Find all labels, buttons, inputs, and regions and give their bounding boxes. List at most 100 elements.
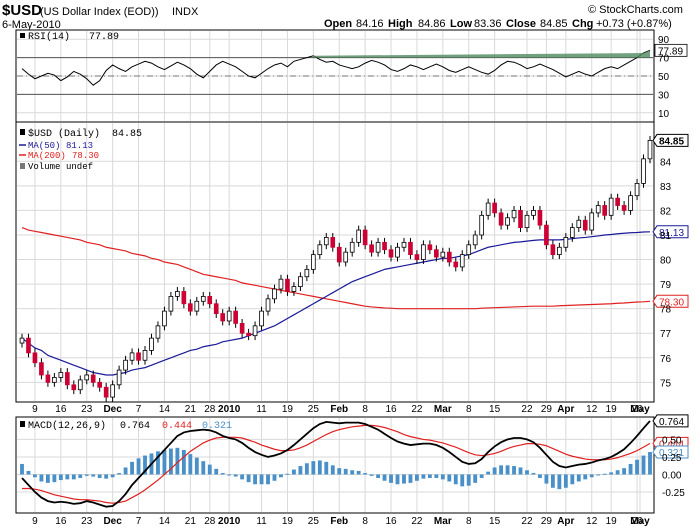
candle-body	[116, 369, 122, 386]
candle-body	[278, 278, 284, 290]
macd-histogram-bar	[434, 474, 439, 478]
candle-body	[323, 237, 329, 246]
candle-body	[531, 210, 536, 216]
candle-body	[466, 244, 472, 256]
macd-histogram-bar	[39, 474, 44, 482]
ohlc-chg-value: +0.73 (+0.87%)	[596, 18, 672, 30]
macd-histogram-bar	[402, 474, 406, 484]
macd-histogram-bar	[45, 474, 50, 483]
candle-body	[453, 261, 459, 268]
candle-body	[485, 202, 491, 216]
x-axis-label-bottom: 19	[606, 516, 618, 527]
macd-histogram-bar	[162, 449, 167, 475]
candle-body	[362, 229, 368, 246]
x-axis-label-top: 26	[631, 404, 643, 415]
ma200-last-box	[652, 294, 689, 308]
candle-body	[498, 212, 504, 226]
signal-last-label: 0.444	[659, 439, 684, 450]
macd-histogram-bar	[363, 473, 368, 475]
macd-histogram-bar	[343, 468, 348, 475]
macd-line	[21, 420, 651, 508]
x-axis-label-top: 29	[541, 404, 553, 415]
macd-histogram-bar	[550, 474, 555, 488]
candle-body	[19, 337, 25, 344]
x-axis-label-bottom: 12	[586, 516, 598, 527]
macd-signal-legend-value: 0.444	[162, 421, 192, 432]
price-y-tick: 83	[660, 182, 672, 193]
last-close-label: 84.85	[659, 136, 684, 147]
macd-histogram-bar	[279, 474, 283, 478]
macd-histogram-bar	[104, 474, 109, 479]
macd-histogram-bar	[52, 474, 57, 483]
candle-body	[375, 241, 381, 253]
macd-legend-label: MACD(12,26,9)	[28, 420, 106, 432]
candle-body	[634, 183, 640, 197]
macd-histogram-bar	[544, 474, 549, 484]
macd-histogram-bar	[143, 455, 147, 475]
x-axis-label-top: 19	[282, 404, 294, 415]
macd-histogram-bar	[486, 471, 491, 475]
x-axis-label-bottom: 15	[489, 516, 501, 527]
candle-body	[349, 241, 355, 253]
hist-last-box	[652, 445, 689, 459]
x-axis-label-bottom: 2010	[218, 516, 241, 527]
candle-body	[434, 249, 439, 258]
candle-body	[511, 210, 517, 219]
x-axis-label-top: 15	[489, 404, 501, 415]
x-axis-label-bottom: 7	[136, 516, 142, 527]
price-y-tick: 76	[660, 354, 672, 365]
candle-body	[103, 386, 109, 398]
x-axis-label-bottom: 19	[282, 516, 294, 527]
macd-histogram-bar	[220, 473, 225, 475]
candle-body	[194, 300, 200, 312]
macd-y-tick: 0.50	[662, 435, 682, 446]
copyright: © StockCharts.com	[588, 4, 683, 16]
macd-histogram-bar	[531, 473, 536, 475]
x-axis-label-top: Mar	[434, 404, 452, 415]
macd-histogram-bar	[156, 451, 160, 475]
candle-body	[647, 140, 653, 160]
candle-body	[64, 372, 70, 386]
macd-histogram-bar	[350, 470, 355, 475]
macd-histogram-bar	[26, 470, 31, 475]
candle-body	[207, 295, 213, 305]
macd-legend-swatch	[20, 421, 25, 427]
macd-histogram-bar	[175, 447, 180, 475]
x-axis-label-top: 19	[606, 404, 618, 415]
rsi-legend-label: RSI(14)	[28, 31, 70, 43]
x-axis-label-bottom: 21	[185, 516, 197, 527]
ma50-legend-value: 81.13	[66, 141, 93, 151]
macd-histogram-bar	[460, 474, 465, 487]
price-y-tick: 77	[660, 329, 672, 340]
macd-histogram-bar	[91, 474, 96, 477]
ma50-last-label: 81.13	[659, 228, 684, 239]
candle-body	[168, 295, 174, 312]
price-legend-label: $USD (Daily)	[28, 128, 100, 140]
ma50-legend-label: MA(50)	[28, 141, 60, 151]
ohlc-chg-label: Chg	[572, 18, 593, 30]
x-axis-label-top: 22	[411, 404, 423, 415]
ma200-last-label: 78.30	[659, 297, 684, 308]
candle-body	[518, 210, 523, 229]
candle-body	[388, 249, 394, 258]
rsi-y-tick: 50	[658, 72, 670, 83]
ohlc-open-label: Open	[324, 18, 352, 30]
candle-body	[304, 268, 310, 278]
macd-histogram-bar	[415, 474, 419, 481]
macd-histogram-bar	[207, 464, 212, 475]
candle-body	[621, 205, 627, 211]
x-axis-label-top: Feb	[330, 404, 348, 415]
macd-histogram-bar	[596, 474, 601, 476]
macd-histogram-bar	[123, 467, 128, 475]
macd-histogram-bar	[492, 467, 497, 475]
candle-body	[505, 217, 510, 226]
candle-body	[200, 295, 206, 302]
macd-histogram-bar	[518, 467, 523, 475]
macd-histogram-bar	[259, 474, 264, 485]
macd-histogram-bar	[201, 461, 206, 475]
macd-histogram-bar	[78, 474, 83, 478]
rsi-y-tick: 10	[658, 109, 670, 120]
macd-histogram-bar	[130, 461, 134, 475]
macd-last-label: 0.764	[659, 417, 684, 428]
